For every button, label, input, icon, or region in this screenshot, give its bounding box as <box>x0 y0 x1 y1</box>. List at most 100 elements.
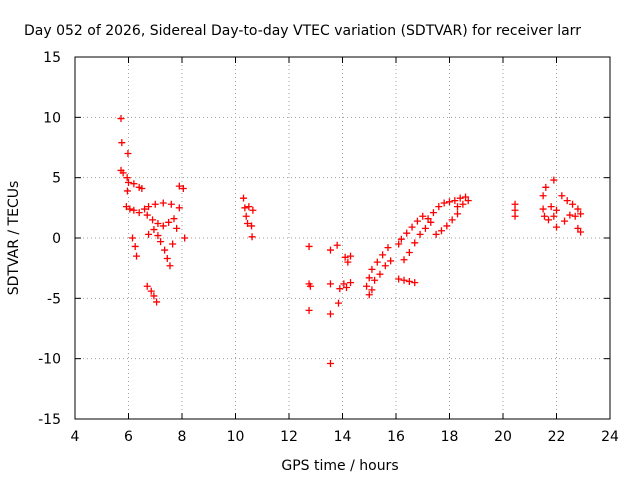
data-point <box>334 299 342 307</box>
data-point <box>437 227 445 235</box>
data-point <box>249 206 257 214</box>
data-point <box>181 234 189 242</box>
x-tick-label: 4 <box>71 429 80 445</box>
data-point <box>123 174 131 182</box>
data-point <box>577 228 585 236</box>
data-point <box>151 200 159 208</box>
data-point <box>395 240 403 248</box>
data-point <box>326 280 334 288</box>
data-point <box>384 244 392 252</box>
data-point <box>244 220 252 228</box>
data-point <box>173 224 181 232</box>
data-point <box>240 194 248 202</box>
data-point <box>561 217 569 225</box>
data-point <box>336 285 344 293</box>
x-tick-label: 14 <box>334 429 352 445</box>
data-point <box>165 218 173 226</box>
x-tick-label: 10 <box>227 429 245 445</box>
y-tick-label: 0 <box>52 231 61 247</box>
data-point <box>166 262 174 270</box>
data-point <box>443 222 451 230</box>
data-point <box>368 286 376 294</box>
data-point <box>117 115 125 123</box>
y-axis-label: SDTVAR / TECUs <box>6 181 22 296</box>
data-point <box>459 200 467 208</box>
data-point <box>371 276 379 284</box>
data-point <box>133 252 141 260</box>
data-point <box>427 218 435 226</box>
data-point <box>170 215 178 223</box>
data-point <box>405 248 413 256</box>
data-point <box>159 222 167 230</box>
data-point <box>424 215 432 223</box>
data-point <box>145 203 153 211</box>
data-point <box>343 283 351 291</box>
data-point <box>387 257 395 265</box>
data-point <box>421 224 429 232</box>
data-point <box>118 139 126 147</box>
data-point <box>347 252 355 260</box>
data-point <box>550 176 558 184</box>
data-point <box>150 292 158 300</box>
data-point <box>563 197 571 205</box>
data-point <box>123 187 131 195</box>
data-point <box>456 194 464 202</box>
data-point <box>130 180 138 188</box>
data-point <box>147 287 155 295</box>
chart-title: Day 052 of 2026, Sidereal Day-to-day VTE… <box>24 23 581 39</box>
data-point <box>440 199 448 207</box>
data-point <box>242 212 250 220</box>
grid-lines <box>75 57 610 419</box>
data-point <box>305 306 313 314</box>
data-point <box>141 205 149 213</box>
data-point <box>125 178 132 186</box>
data-point <box>395 275 403 283</box>
data-point <box>435 203 443 211</box>
data-point <box>400 256 408 264</box>
data-point <box>365 291 373 299</box>
data-point <box>511 212 519 220</box>
data-point <box>326 310 334 318</box>
data-point <box>143 211 151 219</box>
data-point <box>411 279 419 287</box>
data-point <box>124 150 132 158</box>
data-point <box>403 229 411 237</box>
data-point <box>446 198 453 206</box>
data-point <box>454 210 462 218</box>
data-point <box>542 183 550 191</box>
data-point <box>150 226 158 234</box>
data-point <box>167 200 175 208</box>
data-point <box>175 204 183 212</box>
data-point <box>429 209 437 217</box>
y-tick-label: 10 <box>43 110 61 126</box>
data-point <box>143 282 151 290</box>
data-point <box>413 217 421 225</box>
x-tick-label: 8 <box>178 429 187 445</box>
data-point <box>179 185 187 193</box>
data-point <box>344 258 352 266</box>
data-point <box>553 206 560 214</box>
data-point <box>462 193 470 201</box>
data-point <box>248 222 256 230</box>
x-tick-label: 16 <box>387 429 405 445</box>
data-point <box>130 206 138 214</box>
data-point <box>341 253 349 261</box>
data-point <box>408 223 416 231</box>
data-point <box>149 216 157 224</box>
data-point <box>553 223 560 231</box>
data-point <box>347 279 355 287</box>
data-point <box>540 212 548 220</box>
data-point <box>511 206 519 214</box>
data-point <box>464 197 472 205</box>
x-tick-label: 20 <box>494 429 512 445</box>
data-point <box>131 242 139 250</box>
y-tick-label: -15 <box>38 412 61 428</box>
y-tick-labels: -15 -10 -5 0 5 10 15 <box>38 50 61 428</box>
data-point <box>432 230 440 238</box>
data-point <box>126 205 134 213</box>
data-point <box>400 276 408 284</box>
data-point <box>135 209 143 217</box>
data-point <box>305 242 313 250</box>
data-point <box>574 205 582 213</box>
